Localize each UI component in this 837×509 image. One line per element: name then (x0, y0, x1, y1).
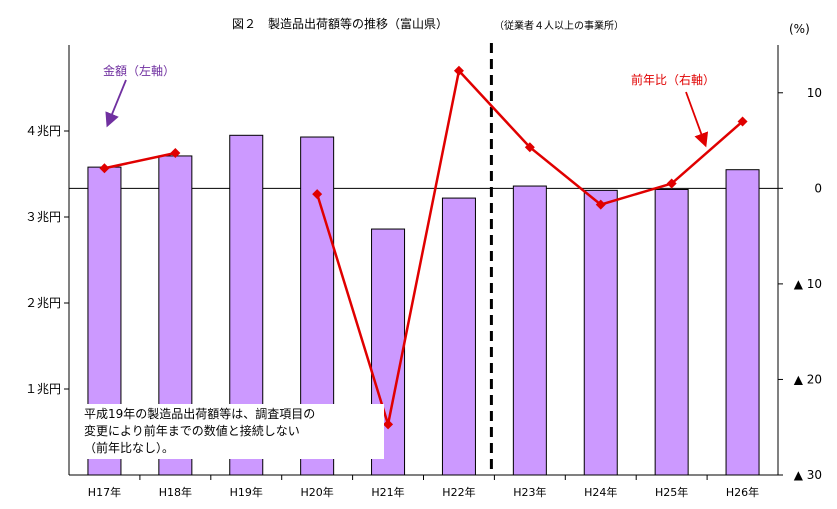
bar (654, 188, 689, 476)
line-point (595, 199, 606, 210)
x-tick-label: H20年 (301, 485, 334, 499)
line-point (666, 178, 677, 189)
left-tick-label: １兆円 (25, 382, 61, 396)
line-series (99, 65, 748, 430)
left-tick-label: ３兆円 (25, 210, 61, 224)
bar (441, 197, 476, 476)
chart-subtitle: （従業者４人以上の事業所） (494, 21, 624, 32)
bar (725, 169, 760, 476)
left-tick-label: ４兆円 (25, 124, 61, 138)
line-point (524, 142, 535, 153)
right-tick-label: 0 (814, 181, 822, 195)
line-point (170, 147, 181, 158)
line-point (453, 65, 464, 76)
x-tick-label: H25年 (655, 485, 688, 499)
x-tick-label: H21年 (371, 485, 404, 499)
left-tick-label: ２兆円 (25, 296, 61, 310)
right-axis-unit: (%) (789, 22, 810, 36)
x-tick-label: H18年 (159, 485, 192, 499)
right-annotation-arrow (685, 91, 709, 148)
line-point (312, 189, 323, 200)
line-segment (104, 151, 176, 170)
right-series-annotation: 前年比（右軸） (631, 73, 716, 87)
x-tick-label: H24年 (584, 485, 617, 499)
right-tick-label: 10 (807, 86, 822, 100)
left-series-annotation: 金額（左軸） (103, 64, 176, 78)
right-tick-label: ▲ 30 (794, 468, 822, 482)
bar (512, 185, 547, 476)
x-tick-label: H17年 (88, 485, 121, 499)
chart-title: 図２ 製造品出荷額等の推移（富山県） (232, 17, 449, 31)
x-tick-label: H22年 (442, 485, 475, 499)
left-annotation-arrow (105, 79, 127, 128)
chart-note: 平成19年の製造品出荷額等は、調査項目の 変更により前年までの数値と接続しない … (80, 404, 384, 459)
line-point (99, 163, 110, 174)
bar (583, 189, 618, 476)
x-tick-label: H19年 (230, 485, 263, 499)
right-tick-label: ▲ 10 (794, 277, 822, 291)
x-tick-label: H26年 (726, 485, 759, 499)
line-point (737, 116, 748, 127)
line-point (383, 419, 394, 430)
axis-labels: １兆円 ２兆円 ３兆円 ４兆円 ▲ 30 ▲ 20 ▲ 10 0 10 H17年 H18年 H19年 H… (25, 86, 822, 499)
x-tick-label: H23年 (513, 485, 546, 499)
right-tick-label: ▲ 20 (794, 372, 822, 386)
